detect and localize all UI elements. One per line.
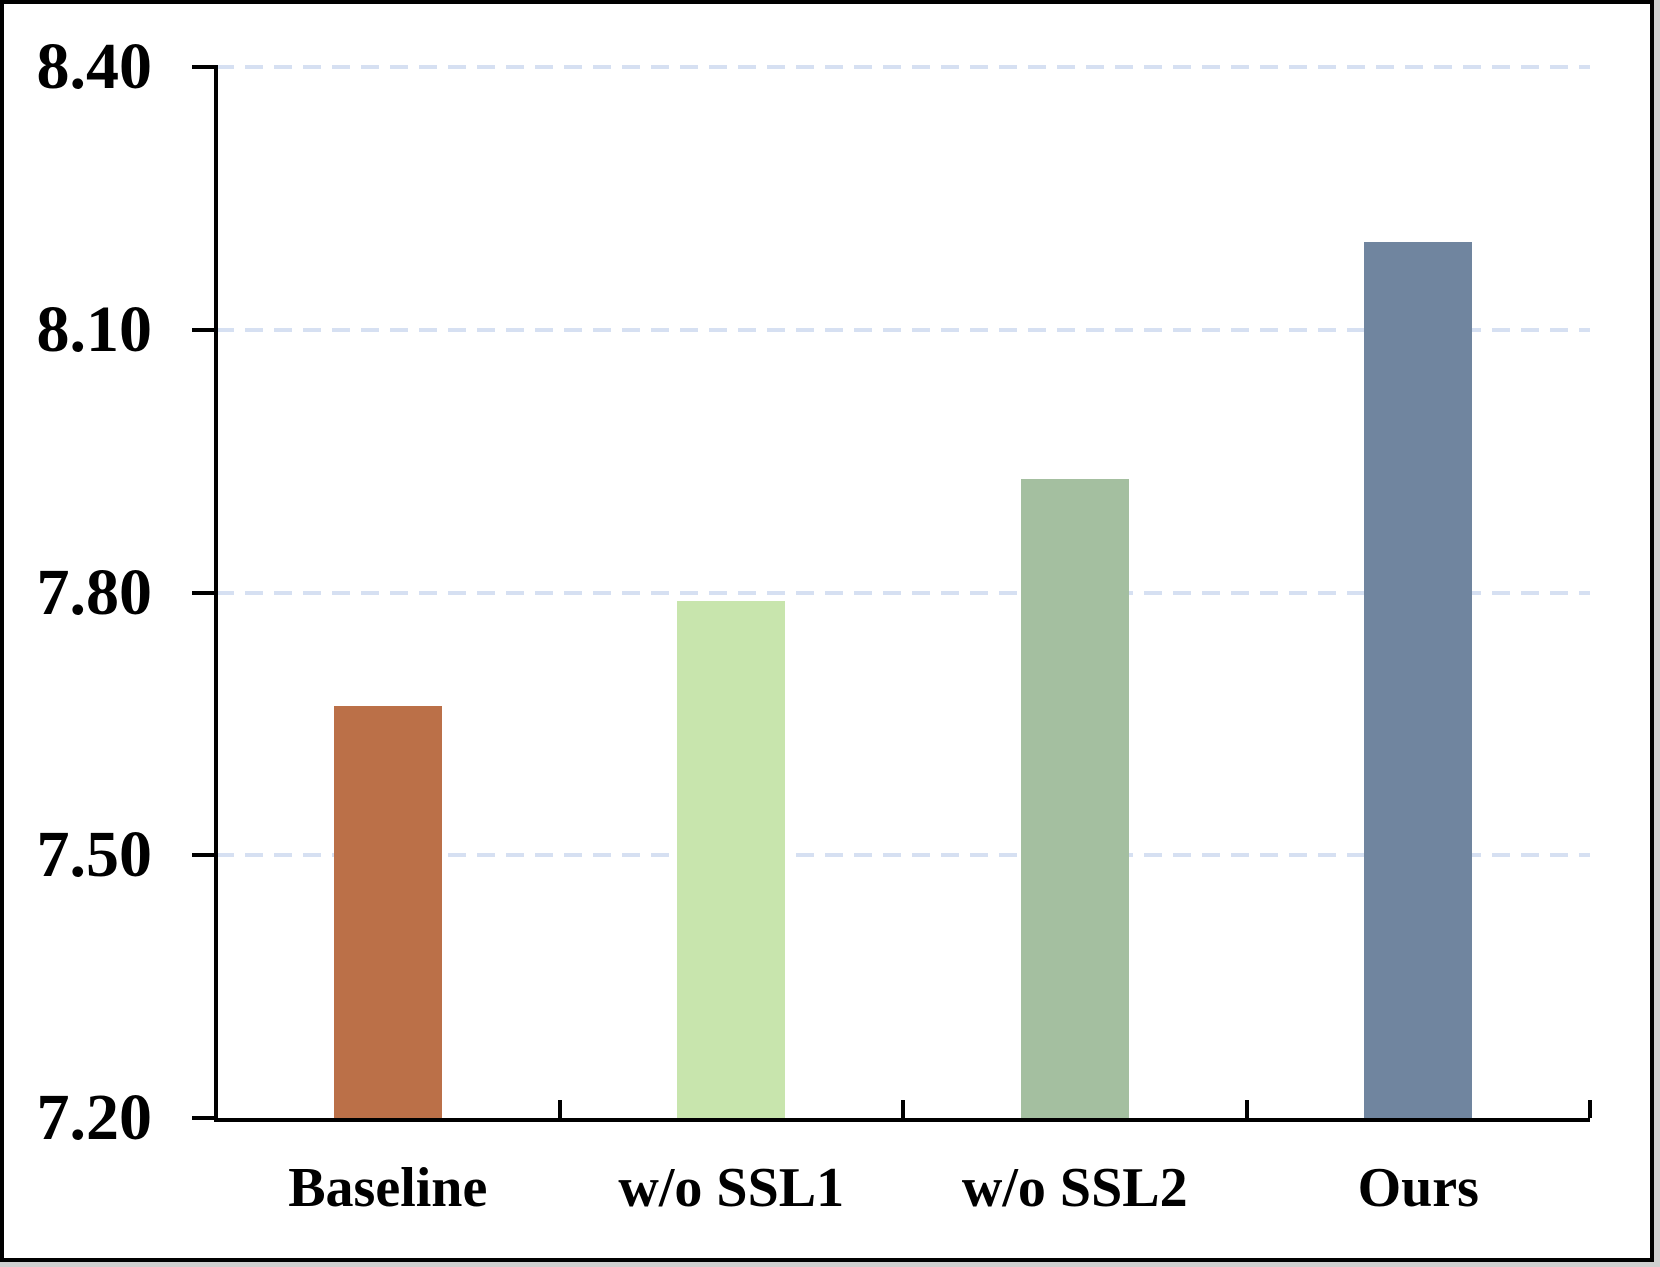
y-tick-7.80: [192, 590, 216, 595]
y-tick-7.50: [192, 853, 216, 858]
bar-w-o-ssl2: [1020, 478, 1129, 1118]
y-tick-label-8.10: 8.10: [36, 292, 153, 366]
x-tick-boundary-1: [557, 1100, 562, 1118]
bar-baseline: [333, 706, 442, 1118]
bar-ours: [1364, 242, 1473, 1118]
x-tick-boundary-3: [1244, 1100, 1249, 1118]
y-tick-label-7.20: 7.20: [36, 1081, 153, 1154]
y-tick-label-7.80: 7.80: [36, 555, 153, 629]
y-tick-7.20: [192, 1116, 216, 1120]
x-axis-line: [214, 1118, 1590, 1122]
y-tick-label-8.40: 8.40: [36, 30, 153, 103]
x-tick-boundary-2: [901, 1100, 905, 1118]
x-category-label-ours: Ours: [1357, 1157, 1479, 1219]
gridline-8.40: [216, 65, 1590, 69]
bar-w-o-ssl1: [677, 601, 786, 1118]
y-axis-line: [214, 65, 218, 1122]
gridline-7.80: [216, 590, 1590, 595]
y-tick-8.10: [192, 327, 216, 332]
gridline-7.50: [216, 853, 1590, 858]
y-tick-8.40: [192, 65, 216, 69]
x-category-label-w-o-ssl2: w/o SSL2: [961, 1157, 1188, 1219]
gridline-8.10: [216, 327, 1590, 332]
y-tick-label-7.50: 7.50: [36, 818, 153, 892]
x-category-label-baseline: Baseline: [288, 1157, 488, 1219]
x-category-label-w-o-ssl1: w/o SSL1: [618, 1157, 845, 1219]
x-tick-boundary-4: [1588, 1100, 1592, 1118]
